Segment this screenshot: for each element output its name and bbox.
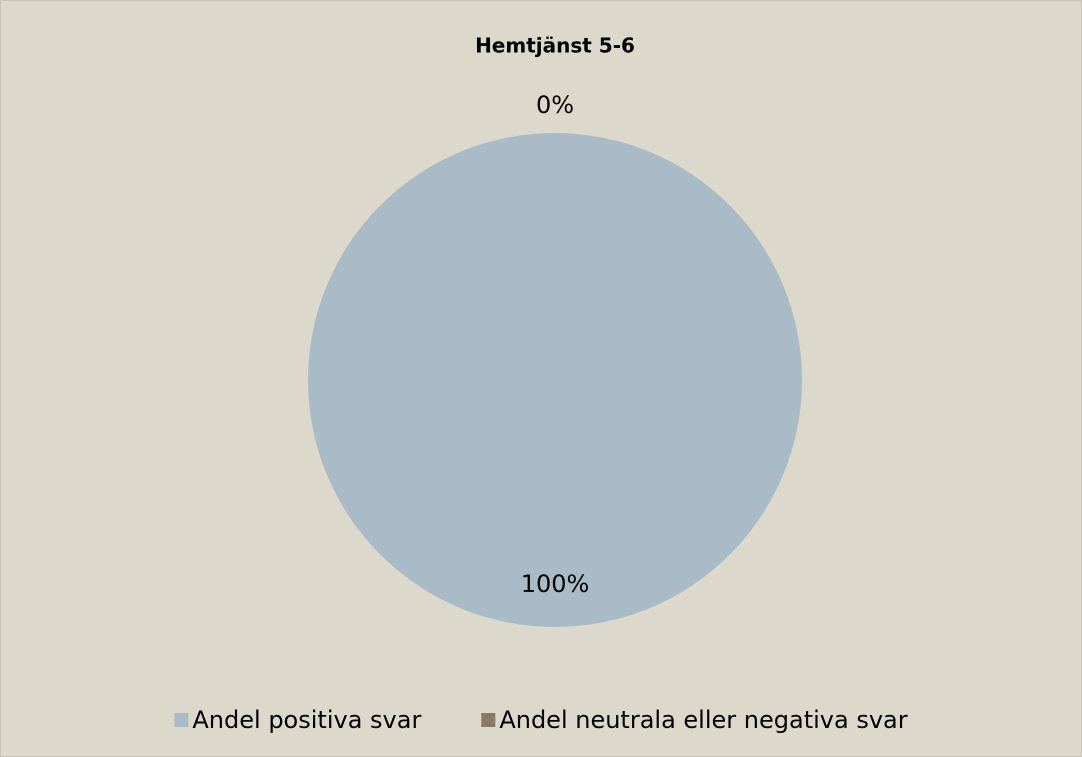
data-label: 100% xyxy=(521,570,590,598)
chart-title: Hemtjänst 5-6 xyxy=(475,34,635,58)
legend-swatch xyxy=(481,713,496,727)
legend-swatch xyxy=(174,713,189,727)
legend-label: Andel neutrala eller negativa svar xyxy=(499,706,907,734)
pie-slice xyxy=(308,133,802,627)
legend-label: Andel positiva svar xyxy=(192,706,421,734)
data-label: 0% xyxy=(536,91,574,119)
